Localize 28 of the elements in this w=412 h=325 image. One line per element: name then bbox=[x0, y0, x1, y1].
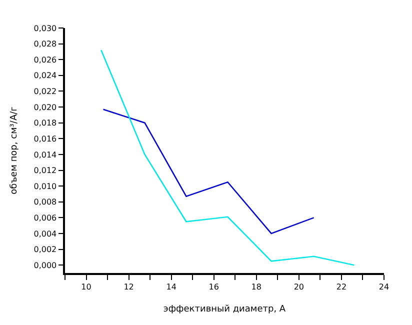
x-tick-label: 18 bbox=[251, 282, 262, 292]
line-series bbox=[100, 49, 355, 266]
x-axis-title: эффективный диаметр, А bbox=[163, 304, 286, 315]
x-tick-label: 24 bbox=[378, 282, 390, 292]
y-tick-label: 0,018 bbox=[34, 118, 57, 128]
y-tick-label: 0,020 bbox=[34, 102, 57, 112]
y-tick-label: 0,030 bbox=[34, 24, 57, 33]
y-tick-label: 0,010 bbox=[34, 182, 57, 191]
y-tick-label: 0,008 bbox=[34, 198, 57, 207]
y-tick-label: 0,026 bbox=[34, 55, 57, 64]
y-tick-label: 0,006 bbox=[34, 213, 57, 222]
y-tick-label: 0,016 bbox=[34, 134, 57, 144]
x-tick-label: 14 bbox=[166, 282, 176, 292]
y-tick-label: 0,004 bbox=[34, 229, 57, 238]
x-tick-label: 20 bbox=[294, 282, 304, 292]
y-axis-title: объем пор, см³/А/г bbox=[10, 106, 20, 194]
x-tick-label: 12 bbox=[124, 282, 134, 292]
x-tick-label: 22 bbox=[336, 282, 347, 292]
y-tick-label: 0,022 bbox=[34, 87, 57, 96]
y-tick-label: 0,000 bbox=[34, 260, 57, 270]
x-tick-label: 16 bbox=[208, 282, 219, 292]
x-tick-label: 10 bbox=[81, 282, 92, 292]
y-tick-label: 0,028 bbox=[34, 40, 57, 49]
line-series bbox=[102, 108, 314, 234]
y-tick-label: 0,014 bbox=[34, 150, 57, 160]
y-tick-label: 0,002 bbox=[34, 245, 57, 254]
y-tick-label: 0,012 bbox=[34, 166, 57, 176]
y-tick-label: 0,024 bbox=[34, 71, 57, 80]
